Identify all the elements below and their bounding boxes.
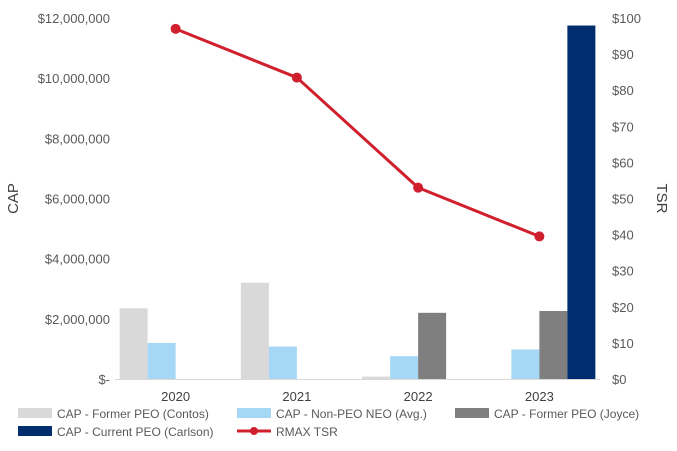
left-tick-label: $8,000,000: [45, 131, 110, 146]
legend-swatch-marker-rmax-tsr: [250, 427, 258, 435]
bar-cap-non-peo-neo-avg-2022: [390, 356, 419, 379]
tsr-line: [175, 27, 540, 238]
x-tick-label: 2021: [282, 389, 311, 404]
x-tick-label: 2020: [161, 389, 190, 404]
x-tick-label: 2023: [525, 389, 554, 404]
legend-swatch-cap-non-peo-neo-avg: [237, 408, 271, 418]
right-tick-label: $100: [612, 11, 641, 26]
tsr-point-2022: [413, 182, 424, 193]
x-tick-label: 2022: [404, 389, 433, 404]
right-tick-label: $60: [612, 155, 634, 170]
bar-cap-non-peo-neo-avg-2021: [268, 346, 297, 379]
left-tick-label: $12,000,000: [38, 11, 110, 26]
right-tick-label: $90: [612, 47, 634, 62]
right-axis-title: TSR: [653, 184, 670, 214]
bar-cap-former-peo-joyce-2022: [418, 312, 447, 379]
left-tick-label: $6,000,000: [45, 192, 110, 207]
right-tick-label: $70: [612, 119, 634, 134]
right-tick-label: $40: [612, 228, 634, 243]
left-tick-label: $10,000,000: [38, 71, 110, 86]
left-axis-title: CAP: [5, 183, 22, 214]
right-tick-label: $50: [612, 192, 634, 207]
left-tick-label: $4,000,000: [45, 252, 110, 267]
right-tick-label: $0: [612, 372, 626, 387]
legend-label-cap-current-peo-carlson: CAP - Current PEO (Carlson): [57, 425, 214, 439]
right-tick-label: $30: [612, 264, 634, 279]
bar-cap-former-peo-contos-2022: [362, 376, 391, 379]
legend-label-cap-non-peo-neo-avg: CAP - Non-PEO NEO (Avg.): [276, 407, 427, 421]
right-tick-label: $80: [612, 83, 634, 98]
bar-cap-non-peo-neo-avg-2020: [147, 342, 176, 379]
legend-label-rmax-tsr: RMAX TSR: [276, 425, 338, 439]
tsr-point-2021: [291, 72, 302, 83]
bar-cap-former-peo-joyce-2023: [539, 311, 568, 379]
left-tick-label: $-: [98, 372, 110, 387]
legend-label-cap-former-peo-joyce: CAP - Former PEO (Joyce): [494, 407, 639, 421]
bar-cap-former-peo-contos-2020: [119, 308, 148, 379]
legend-label-cap-former-peo-contos: CAP - Former PEO (Contos): [57, 407, 209, 421]
right-tick-label: $10: [612, 336, 634, 351]
legend-swatch-cap-current-peo-carlson: [18, 426, 52, 436]
bar-cap-non-peo-neo-avg-2023: [511, 349, 540, 379]
left-tick-label: $2,000,000: [45, 312, 110, 327]
legend-swatch-cap-former-peo-joyce: [455, 408, 489, 418]
tsr-point-2020: [170, 23, 181, 34]
bar-cap-former-peo-contos-2021: [240, 282, 269, 379]
legend-swatch-cap-former-peo-contos: [18, 408, 52, 418]
tsr-point-2023: [534, 231, 545, 242]
right-tick-label: $20: [612, 300, 634, 315]
bar-cap-current-peo-carlson-2023: [567, 25, 596, 379]
